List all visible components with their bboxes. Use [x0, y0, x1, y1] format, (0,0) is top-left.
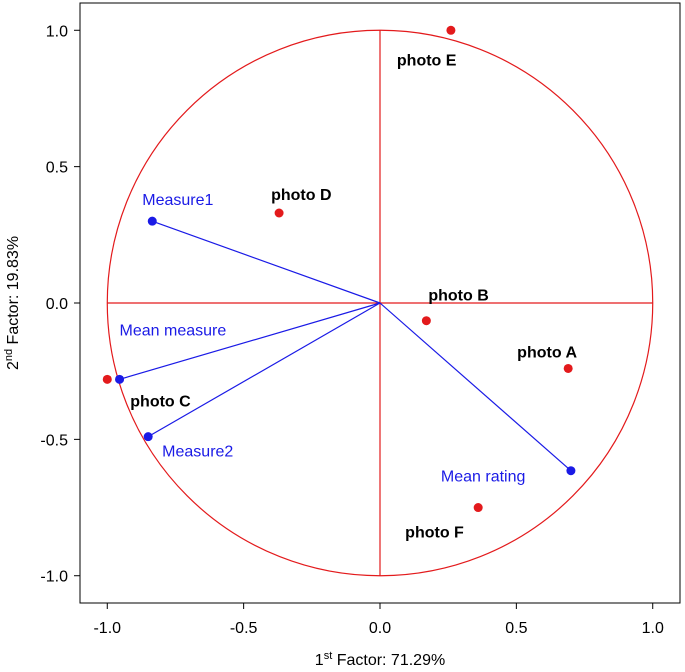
- observation-point: [421, 316, 431, 326]
- observation-label: photo A: [517, 344, 577, 361]
- vector-label: Mean rating: [441, 469, 525, 486]
- y-label-text: Factor: 19.83%: [5, 236, 22, 349]
- vector-point: [566, 466, 576, 476]
- vector-label: Mean measure: [120, 322, 227, 339]
- y-tick-label: 0.5: [46, 160, 68, 177]
- y-axis-label: 2nd Factor: 19.83%: [3, 236, 22, 370]
- x-label-num: 1: [315, 652, 324, 669]
- x-tick-label: -0.5: [230, 620, 258, 637]
- observation-point: [102, 374, 112, 384]
- x-label-sup: st: [324, 650, 333, 662]
- loading-vector: [147, 302, 381, 438]
- loading-vector: [152, 220, 381, 304]
- vector-label: Measure2: [162, 444, 233, 461]
- observation-label: photo B: [428, 288, 488, 305]
- x-axis-label: 1st Factor: 71.29%: [315, 650, 445, 669]
- y-label-num: 2: [5, 361, 22, 370]
- observation-label: photo F: [405, 525, 464, 542]
- observation-label: photo E: [397, 52, 457, 69]
- loading-vector: [119, 302, 381, 380]
- y-tick-label: -0.5: [40, 432, 68, 449]
- vector-point: [147, 216, 157, 226]
- y-label-sup: nd: [3, 349, 15, 361]
- x-tick-label: 0.5: [505, 620, 527, 637]
- observation-point: [473, 503, 483, 513]
- observation-point: [274, 208, 284, 218]
- y-tick-label: 0.0: [46, 296, 68, 313]
- y-tick-label: 1.0: [46, 23, 68, 40]
- y-tick-label: -1.0: [40, 569, 68, 586]
- observation-label: photo D: [271, 187, 331, 204]
- observation-point: [563, 363, 573, 373]
- x-tick-label: 1.0: [642, 620, 664, 637]
- x-tick-label: 0.0: [369, 620, 391, 637]
- observation-point: [446, 25, 456, 35]
- vector-point: [115, 374, 125, 384]
- vector-point: [143, 432, 153, 442]
- loading-vector: [379, 302, 572, 472]
- vector-label: Measure1: [142, 192, 213, 209]
- observation-label: photo C: [130, 393, 191, 410]
- x-label-text: Factor: 71.29%: [332, 652, 445, 669]
- x-tick-label: -1.0: [93, 620, 121, 637]
